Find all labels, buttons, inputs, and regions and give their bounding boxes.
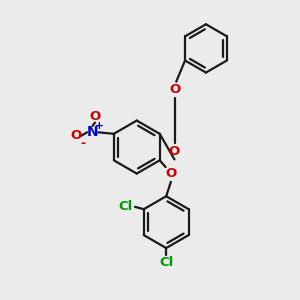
Text: O: O [165, 167, 176, 180]
Text: +: + [95, 121, 103, 131]
Text: Cl: Cl [118, 200, 133, 213]
Text: -: - [81, 137, 86, 150]
Text: O: O [70, 129, 81, 142]
Text: Cl: Cl [159, 256, 173, 269]
Text: N: N [87, 125, 98, 139]
Text: O: O [170, 83, 181, 96]
Text: O: O [89, 110, 100, 123]
Text: O: O [169, 145, 180, 158]
